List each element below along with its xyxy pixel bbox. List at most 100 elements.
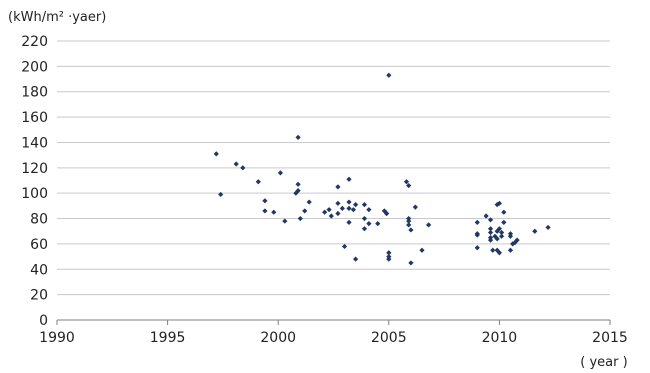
x-axis-label: ( year ): [580, 355, 627, 370]
data-point: [490, 247, 496, 253]
data-point: [487, 229, 494, 236]
data-point: [277, 170, 284, 176]
x-tick-label: 1990: [39, 330, 75, 346]
data-point: [474, 232, 480, 238]
data-point: [341, 243, 348, 250]
data-point: [545, 224, 551, 231]
y-axis-label: (kWh/m² ·yaer): [8, 10, 106, 25]
data-point: [487, 237, 494, 243]
data-point: [532, 228, 538, 234]
data-point: [419, 247, 425, 253]
data-point: [494, 228, 500, 234]
data-point: [366, 221, 372, 227]
data-point: [386, 72, 392, 78]
data-point: [501, 209, 507, 215]
data-point: [346, 176, 352, 182]
data-point: [483, 213, 489, 219]
data-point: [501, 219, 507, 225]
data-point: [426, 222, 432, 228]
y-tick-label: 220: [21, 34, 48, 50]
y-tick-label: 20: [30, 288, 48, 304]
data-point: [403, 179, 410, 185]
data-point: [346, 219, 352, 225]
x-tick-label: 2005: [371, 330, 407, 346]
data-point: [408, 227, 414, 233]
data-point: [474, 245, 480, 251]
data-point: [322, 209, 328, 215]
data-points: [213, 72, 551, 266]
data-point: [262, 198, 268, 204]
y-tick-label: 120: [21, 161, 48, 177]
data-point: [306, 199, 312, 205]
data-point: [361, 201, 368, 208]
x-tick-label: 2010: [482, 330, 518, 346]
data-point: [487, 217, 494, 223]
data-point: [295, 134, 301, 140]
data-point: [339, 205, 345, 211]
data-point: [328, 213, 334, 219]
y-tick-label: 200: [21, 59, 48, 75]
data-point: [361, 215, 368, 222]
x-tick-label: 2015: [592, 330, 628, 346]
data-point: [366, 207, 372, 213]
data-point: [412, 204, 418, 210]
data-point: [302, 208, 308, 214]
y-tick-label: 100: [21, 186, 48, 202]
y-tick-label: 80: [30, 212, 48, 228]
data-point: [295, 181, 301, 187]
y-tick-label: 40: [30, 262, 48, 278]
data-point: [335, 200, 341, 206]
data-point: [233, 161, 239, 167]
data-point: [295, 188, 301, 194]
x-axis-ticks: 1990 1995 2000 2005 2010 2015: [39, 320, 628, 346]
x-tick-label: 1995: [150, 330, 186, 346]
data-point: [271, 209, 277, 215]
data-point: [496, 250, 502, 256]
data-point: [262, 208, 268, 214]
data-point: [499, 233, 505, 239]
data-point: [346, 199, 352, 205]
data-point: [381, 208, 387, 214]
y-tick-label: 60: [30, 237, 48, 253]
gridlines: [57, 40, 610, 296]
data-point: [494, 236, 500, 242]
data-point: [353, 201, 359, 208]
x-tick-label: 2000: [260, 330, 296, 346]
data-point: [335, 210, 341, 217]
data-point: [386, 250, 392, 256]
data-point: [406, 218, 412, 224]
data-point: [507, 233, 514, 239]
data-point: [494, 247, 500, 253]
data-point: [383, 210, 390, 217]
data-point: [255, 179, 261, 185]
data-point: [282, 218, 288, 224]
data-point: [375, 221, 381, 227]
data-point: [512, 240, 518, 246]
data-point: [386, 256, 392, 262]
data-point: [507, 247, 514, 253]
data-point: [496, 226, 502, 232]
data-point: [353, 256, 359, 262]
data-point: [499, 229, 505, 236]
y-tick-label: 180: [21, 85, 48, 101]
data-point: [326, 207, 332, 213]
data-point: [406, 182, 412, 189]
data-point: [496, 200, 502, 206]
data-point: [240, 165, 246, 171]
data-point: [514, 237, 520, 243]
data-point: [213, 151, 219, 157]
data-point: [494, 201, 500, 208]
data-point: [474, 219, 480, 225]
y-tick-label: 0: [39, 313, 48, 329]
data-point: [218, 191, 224, 198]
data-point: [406, 222, 412, 228]
data-point: [297, 215, 303, 222]
data-point: [487, 226, 494, 232]
y-tick-label: 140: [21, 135, 48, 151]
data-point: [335, 184, 341, 190]
data-point: [361, 226, 368, 232]
data-point: [346, 205, 352, 211]
data-point: [408, 260, 414, 266]
y-axis-ticks: 0 20 40 60 80 100 120 140 160 180 200 220: [21, 34, 48, 329]
